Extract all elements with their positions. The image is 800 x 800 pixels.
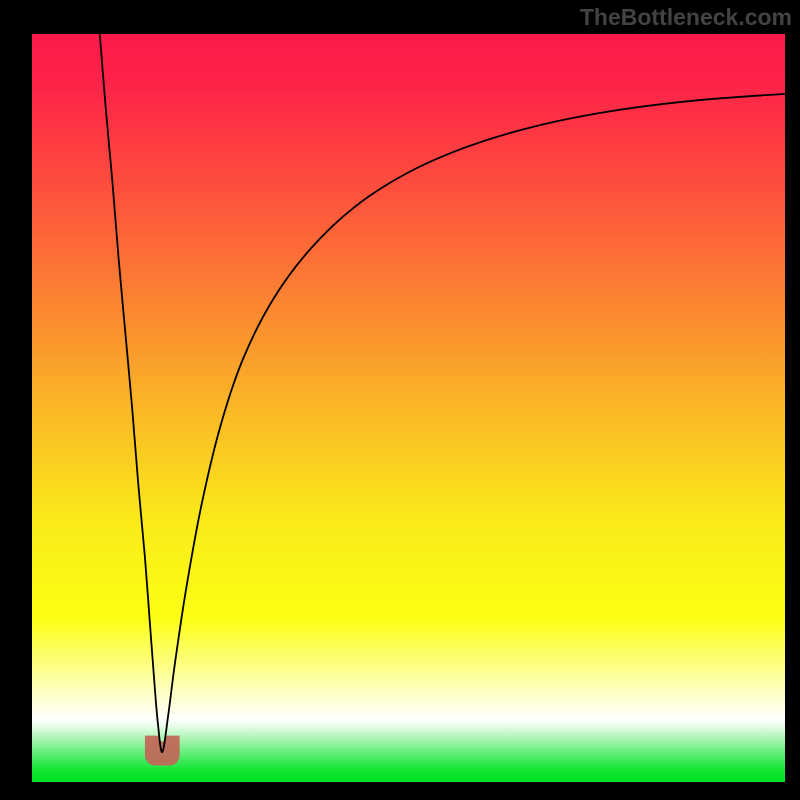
chart-plot-area	[32, 34, 785, 782]
chart-svg	[32, 34, 785, 782]
chart-background-gradient	[32, 34, 785, 782]
attribution-label: TheBottleneck.com	[580, 4, 792, 31]
